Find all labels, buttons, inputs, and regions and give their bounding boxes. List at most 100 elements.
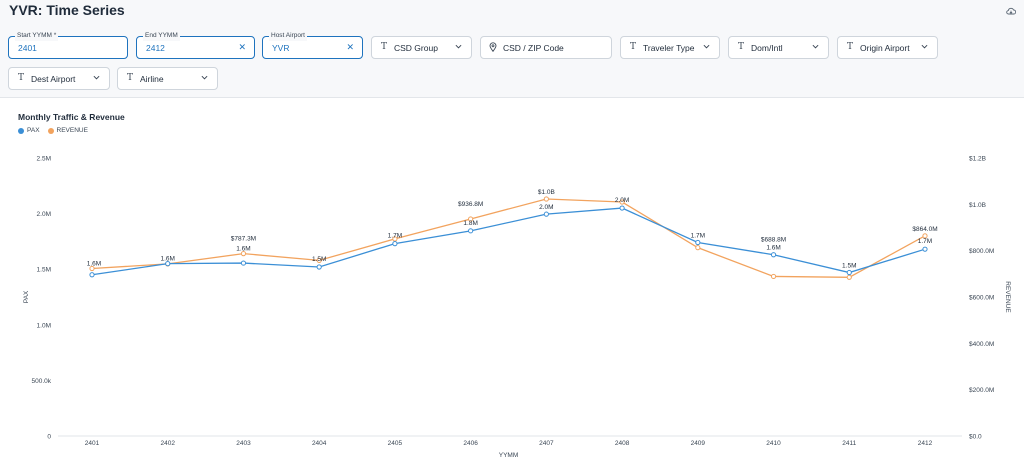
revenue-point — [240, 251, 247, 257]
csd-zip-field[interactable]: CSD / ZIP Code — [480, 36, 612, 59]
origin-airport-select[interactable]: T Origin Airport — [837, 36, 938, 59]
y-tick-label: 1.5M — [37, 267, 51, 274]
legend-swatch-revenue — [47, 127, 54, 134]
y2-tick-label: $200.0M — [969, 387, 994, 394]
end-yymm-label: End YYMM — [143, 31, 180, 41]
data-label: $864.0M — [912, 226, 937, 233]
divider — [0, 97, 1024, 98]
chevron-down-icon — [455, 44, 462, 49]
y2-tick-label: $600.0M — [969, 295, 994, 302]
airline-label: Airline — [140, 74, 164, 84]
revenue-point — [619, 199, 625, 205]
page-title: YVR: Time Series — [9, 2, 125, 18]
pax-point — [89, 272, 95, 278]
revenue-point — [770, 273, 777, 280]
start-yymm-value[interactable]: 2401 — [18, 43, 37, 53]
data-label: 1.6M — [161, 256, 175, 263]
host-airport-value[interactable]: YVR — [272, 43, 290, 53]
chart-legend: PAX REVENUE — [18, 127, 88, 134]
close-icon[interactable]: ✕ — [346, 42, 354, 52]
csd-group-select[interactable]: T CSD Group — [371, 36, 472, 59]
origin-airport-label: Origin Airport — [860, 43, 910, 53]
data-label: 1.6M — [87, 261, 101, 268]
y2-tick-label: $1.2B — [969, 156, 986, 163]
data-label: 1.5M — [842, 263, 856, 270]
data-label: $936.8M — [458, 201, 483, 208]
pax-point — [316, 264, 322, 270]
pax-point — [695, 239, 701, 246]
legend-swatch-pax — [18, 127, 24, 134]
pax-point — [922, 246, 928, 252]
data-label: 1.6M — [236, 246, 250, 253]
csd-zip-label: CSD / ZIP Code — [503, 43, 564, 53]
revenue-point — [922, 233, 928, 239]
y-tick-label: 500.0k — [31, 378, 51, 385]
y-tick-label: 1.0M — [37, 322, 51, 329]
revenue-point — [695, 245, 701, 251]
pax-point — [240, 260, 247, 266]
end-yymm-field[interactable]: End YYMM 2412 ✕ — [136, 31, 255, 59]
legend-item-revenue[interactable]: REVENUE — [47, 127, 88, 134]
airline-select[interactable]: T Airline — [117, 67, 218, 90]
data-label: 1.8M — [463, 220, 477, 227]
chart-title: Monthly Traffic & Revenue — [18, 112, 125, 122]
dest-airport-label: Dest Airport — [31, 74, 76, 84]
revenue-point — [89, 265, 95, 272]
t-icon: T — [738, 42, 745, 52]
line-chart: 0 500.0k 1.0M 1.5M 2.0M 2.5M $0.0 $200.0M $400.0… — [23, 156, 1011, 460]
data-label: $787.3M — [231, 236, 256, 243]
x-tick-label: 2411 — [842, 440, 856, 447]
legend-item-pax[interactable]: PAX — [18, 127, 40, 134]
y-tick-label: 2.0M — [37, 211, 51, 218]
traveler-type-select[interactable]: T Traveler Type — [620, 36, 720, 59]
x-axis-title: YYMM — [499, 452, 519, 459]
data-label: 1.7M — [918, 238, 932, 245]
chevron-down-icon — [812, 44, 819, 49]
chevron-down-icon — [93, 75, 100, 80]
data-label: 1.7M — [388, 233, 402, 240]
chevron-down-icon — [703, 44, 710, 49]
close-icon[interactable]: ✕ — [238, 42, 246, 52]
y2-tick-label: $400.0M — [969, 341, 994, 348]
host-airport-field[interactable]: Host Airport YVR ✕ — [262, 31, 363, 59]
dest-airport-select[interactable]: T Dest Airport — [8, 67, 110, 90]
pax-point — [543, 211, 549, 217]
t-icon: T — [847, 42, 854, 52]
cloud-icon[interactable] — [1006, 7, 1016, 15]
x-tick-label: 2410 — [766, 440, 781, 447]
y-tick-label: 2.5M — [37, 156, 51, 163]
pax-line — [91, 207, 926, 276]
x-tick-label: 2412 — [918, 440, 933, 447]
revenue-line — [91, 198, 926, 278]
x-tick-label: 2402 — [160, 440, 175, 447]
data-label: 2.0M — [615, 197, 629, 204]
data-label: $1.0B — [538, 189, 555, 196]
chevron-down-icon — [921, 44, 928, 49]
end-yymm-value[interactable]: 2412 — [146, 43, 165, 53]
pin-icon — [489, 42, 497, 52]
chart-panel: Monthly Traffic & Revenue PAX REVENUE 0 5… — [0, 98, 1024, 464]
y-axis-title: PAX — [23, 290, 30, 303]
revenue-point — [846, 274, 852, 280]
y2-tick-label: $800.0M — [969, 248, 994, 255]
start-yymm-field[interactable]: Start YYMM * 2401 — [8, 31, 128, 59]
pax-point — [392, 241, 398, 247]
t-icon: T — [18, 73, 25, 83]
dom-intl-select[interactable]: T Dom/Intl — [728, 36, 829, 59]
revenue-point — [543, 196, 549, 202]
t-icon: T — [127, 73, 134, 83]
x-tick-label: 2406 — [463, 440, 478, 447]
x-tick-label: 2401 — [85, 440, 100, 447]
pax-point — [770, 252, 777, 258]
x-tick-label: 2408 — [615, 440, 630, 447]
pax-point — [619, 205, 625, 211]
t-icon: T — [630, 42, 637, 52]
page-header: YVR: Time Series — [0, 0, 1024, 26]
pax-point — [468, 228, 474, 234]
y-tick-label: 0 — [47, 434, 51, 441]
data-label: 1.5M — [312, 256, 326, 263]
data-label: 1.7M — [691, 233, 705, 240]
data-label: $688.8M — [761, 237, 786, 244]
traveler-type-label: Traveler Type — [643, 43, 695, 53]
pax-point — [165, 261, 171, 267]
